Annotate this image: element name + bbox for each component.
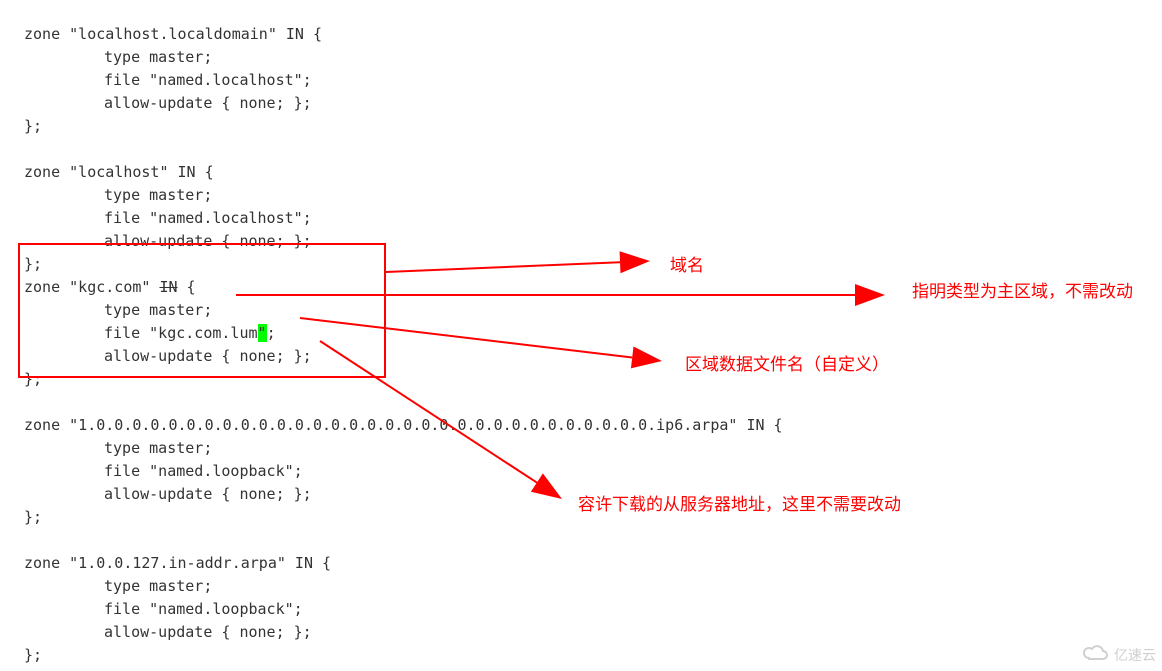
code-line: file "named.localhost";	[24, 207, 312, 230]
watermark-icon	[1081, 644, 1111, 665]
code-line: allow-update { none; };	[24, 483, 312, 506]
code-line: allow-update { none; };	[24, 92, 312, 115]
code-line: allow-update { none; };	[24, 621, 312, 644]
watermark-text: 亿速云	[1114, 645, 1156, 665]
code-line: file "named.loopback";	[24, 598, 303, 621]
code-line: };	[24, 646, 42, 664]
annotation-domain: 域名	[670, 251, 704, 276]
watermark: 亿速云	[1081, 644, 1156, 665]
code-line: };	[24, 117, 42, 135]
code-line: zone "1.0.0.0.0.0.0.0.0.0.0.0.0.0.0.0.0.…	[24, 416, 783, 434]
code-line: type master;	[24, 46, 212, 69]
code-line: file "named.loopback";	[24, 460, 303, 483]
highlight-rectangle	[18, 243, 386, 378]
code-line: };	[24, 508, 42, 526]
annotation-file: 区域数据文件名（自定义）	[685, 350, 889, 375]
code-line: type master;	[24, 575, 212, 598]
code-line: file "named.localhost";	[24, 69, 312, 92]
annotation-allowupdate: 容许下载的从服务器地址，这里不需要改动	[578, 490, 901, 515]
code-line: type master;	[24, 437, 212, 460]
annotation-type: 指明类型为主区域，不需改动	[912, 279, 1142, 305]
code-line: type master;	[24, 184, 212, 207]
code-line: zone "localhost" IN {	[24, 163, 214, 181]
code-line: zone "1.0.0.127.in-addr.arpa" IN {	[24, 554, 331, 572]
code-line: zone "localhost.localdomain" IN {	[24, 25, 322, 43]
